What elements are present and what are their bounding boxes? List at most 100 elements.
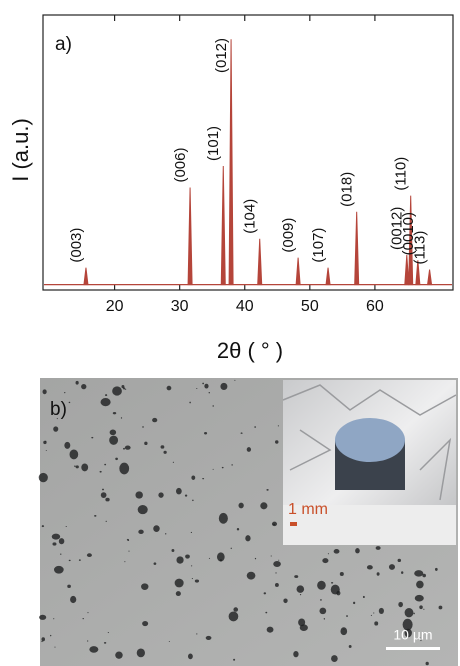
peak bbox=[257, 238, 263, 286]
pore bbox=[254, 557, 257, 560]
pore bbox=[137, 505, 148, 515]
pore bbox=[205, 635, 212, 640]
panel-label: a) bbox=[55, 34, 72, 55]
peak bbox=[408, 195, 414, 286]
x-tick-label: 50 bbox=[301, 298, 319, 315]
peak-label: (006) bbox=[172, 148, 189, 183]
pore bbox=[109, 429, 117, 436]
micrograph: 1 mm b) 10 µm bbox=[38, 378, 458, 666]
peak bbox=[295, 257, 301, 286]
pore bbox=[194, 579, 200, 583]
pore bbox=[185, 554, 190, 559]
pore bbox=[184, 494, 188, 497]
peak bbox=[325, 267, 331, 286]
pores bbox=[38, 379, 443, 666]
x-tick-label: 30 bbox=[171, 298, 189, 315]
pore bbox=[339, 572, 344, 577]
pore bbox=[87, 612, 89, 614]
pore bbox=[191, 577, 193, 580]
pore bbox=[420, 639, 422, 642]
pore bbox=[323, 618, 326, 620]
pore bbox=[204, 432, 208, 435]
pore bbox=[353, 601, 356, 605]
pore bbox=[191, 475, 196, 480]
pore bbox=[270, 555, 272, 557]
pore bbox=[221, 466, 224, 469]
pore bbox=[317, 580, 326, 590]
pore bbox=[64, 391, 66, 394]
pore bbox=[105, 520, 107, 522]
pore bbox=[52, 542, 57, 546]
peak-label: (003) bbox=[68, 228, 85, 263]
pore bbox=[414, 594, 424, 602]
pore bbox=[105, 497, 110, 502]
pore bbox=[296, 585, 305, 593]
pore bbox=[38, 472, 48, 483]
pore bbox=[126, 538, 129, 541]
pore bbox=[348, 645, 352, 648]
pore bbox=[246, 447, 252, 452]
pore bbox=[54, 646, 56, 648]
peak bbox=[228, 39, 234, 286]
pore bbox=[105, 394, 108, 397]
pore bbox=[336, 590, 341, 596]
pellet-top bbox=[335, 418, 405, 462]
pore bbox=[397, 558, 402, 563]
pore bbox=[74, 465, 76, 467]
pore bbox=[187, 653, 193, 660]
pore bbox=[346, 615, 348, 618]
peak-label: (009) bbox=[280, 218, 297, 253]
peak-label: (110) bbox=[393, 157, 410, 191]
pore bbox=[81, 384, 87, 390]
pore bbox=[404, 607, 414, 618]
pore bbox=[294, 575, 299, 579]
pore bbox=[115, 651, 123, 659]
pore bbox=[331, 655, 338, 663]
pore bbox=[202, 382, 205, 385]
pore bbox=[438, 605, 443, 610]
pore bbox=[158, 492, 164, 498]
pore bbox=[212, 468, 214, 470]
pore bbox=[174, 578, 184, 588]
peak bbox=[354, 211, 360, 286]
pore bbox=[153, 562, 157, 565]
pore bbox=[233, 658, 236, 661]
pore bbox=[153, 525, 160, 533]
foil-creases bbox=[282, 384, 457, 501]
pore bbox=[75, 465, 79, 469]
pore bbox=[236, 528, 240, 531]
pore bbox=[271, 521, 278, 527]
pore bbox=[65, 526, 67, 528]
pore bbox=[419, 605, 423, 610]
pore bbox=[103, 641, 107, 644]
pore bbox=[136, 648, 145, 658]
pore bbox=[254, 426, 257, 428]
pore bbox=[388, 564, 396, 570]
peak bbox=[187, 187, 193, 286]
peak bbox=[83, 267, 89, 286]
scale-bar bbox=[386, 647, 440, 650]
pore bbox=[277, 425, 280, 427]
pore bbox=[124, 561, 126, 563]
pore bbox=[423, 608, 425, 610]
pore bbox=[208, 391, 210, 394]
pore bbox=[67, 584, 71, 589]
inset-photo: 1 mm bbox=[282, 380, 457, 545]
pore bbox=[42, 389, 47, 395]
pore bbox=[204, 383, 209, 389]
pore bbox=[101, 488, 105, 491]
pore bbox=[230, 547, 232, 550]
pore bbox=[172, 461, 174, 463]
pore bbox=[333, 549, 340, 554]
pore bbox=[53, 426, 59, 432]
pore bbox=[274, 583, 279, 587]
pore bbox=[70, 595, 77, 604]
pore bbox=[319, 607, 327, 615]
pore bbox=[166, 385, 172, 391]
pore bbox=[414, 570, 424, 577]
pore bbox=[189, 401, 191, 404]
pore bbox=[115, 457, 118, 461]
pore bbox=[138, 529, 144, 534]
pore bbox=[190, 565, 193, 567]
